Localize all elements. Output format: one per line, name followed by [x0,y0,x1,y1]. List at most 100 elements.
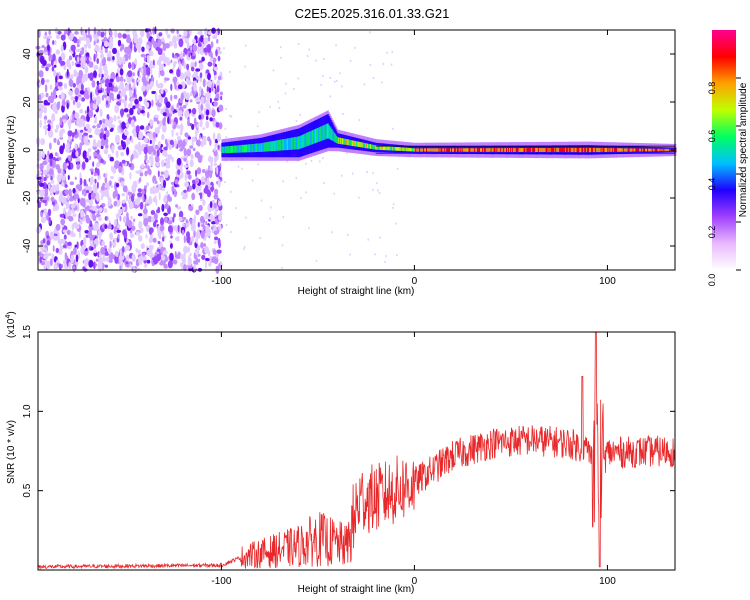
noise-speck [129,88,133,98]
noise-speck [207,61,213,67]
noise-speck [38,82,42,87]
noise-speck [81,77,86,83]
noise-speck [196,76,200,80]
noise-speck [151,99,154,107]
track-core [364,143,366,148]
track-core [505,148,507,152]
noise-speck [300,197,302,200]
noise-speck [114,29,117,39]
noise-speck [61,99,66,107]
noise-speck [158,94,162,99]
noise-speck [126,113,131,118]
noise-speck [115,182,120,188]
noise-speck [57,85,62,90]
track-core [405,147,408,152]
track-core [481,148,483,152]
track-core [403,147,406,152]
noise-speck [149,139,152,145]
noise-speck [101,124,106,129]
noise-speck [104,264,108,268]
noise-speck [63,234,67,240]
noise-speck [174,179,179,185]
noise-speck [145,125,150,131]
noise-speck [319,160,321,163]
track-core [356,141,358,147]
noise-speck [214,209,217,217]
track-core [228,146,230,154]
noise-speck [75,96,78,103]
noise-speck [65,148,70,153]
noise-speck [218,104,224,112]
track-core [586,147,588,153]
noise-speck [73,36,78,44]
noise-speck [372,77,375,80]
track-core [393,146,395,151]
noise-speck [187,118,190,127]
noise-speck [96,181,99,189]
track-core [313,129,315,144]
noise-speck [193,80,197,84]
track-core [412,148,414,152]
noise-speck [77,56,80,63]
track-core [310,131,312,145]
noise-speck [190,185,193,191]
noise-speck [119,76,124,83]
noise-speck [171,185,175,194]
track-core [585,147,587,153]
noise-speck [42,160,48,166]
noise-speck [70,74,74,80]
colorbar-gradient [712,30,736,270]
noise-speck [217,75,222,81]
noise-speck [68,79,74,87]
track-core [248,144,250,153]
track-core [371,144,374,150]
noise-speck [129,171,132,180]
track-core [230,146,232,153]
noise-speck [299,113,301,116]
noise-speck [219,211,223,216]
track-core [513,148,516,152]
track-core [241,144,243,153]
track-core [473,148,475,152]
track-core [316,128,318,143]
noise-speck [257,163,259,166]
noise-speck [306,55,309,58]
noise-speck [146,182,150,187]
noise-speck [146,84,150,93]
noise-speck [179,72,185,80]
noise-speck [91,205,97,212]
noise-speck [38,70,44,78]
noise-speck [111,145,115,154]
noise-speck [206,212,209,221]
track-core [521,148,523,152]
noise-speck [48,30,51,35]
noise-speck [151,38,155,45]
noise-speck [386,51,388,54]
colorbar: 0.00.20.40.60.8 Normalized spectral ampl… [707,30,749,286]
track-core [527,148,529,152]
noise-speck [243,245,246,248]
noise-speck [195,257,199,266]
noise-speck [40,77,45,86]
track-core [482,148,484,152]
noise-speck [224,181,226,184]
noise-speck [121,193,126,197]
track-core [348,139,351,146]
noise-speck [118,254,123,263]
noise-speck [116,93,121,100]
track-core [395,146,397,151]
noise-speck [132,265,136,273]
noise-speck [211,199,215,204]
noise-speck [85,199,90,203]
track-core [382,146,384,151]
noise-speck [62,244,67,248]
noise-speck [342,113,344,115]
track-core [281,139,283,151]
noise-speck [139,172,144,177]
track-core [304,133,306,148]
noise-speck [135,152,139,159]
track-core [369,144,371,149]
track-core [573,147,576,153]
noise-speck [72,187,76,194]
noise-speck [73,222,78,227]
